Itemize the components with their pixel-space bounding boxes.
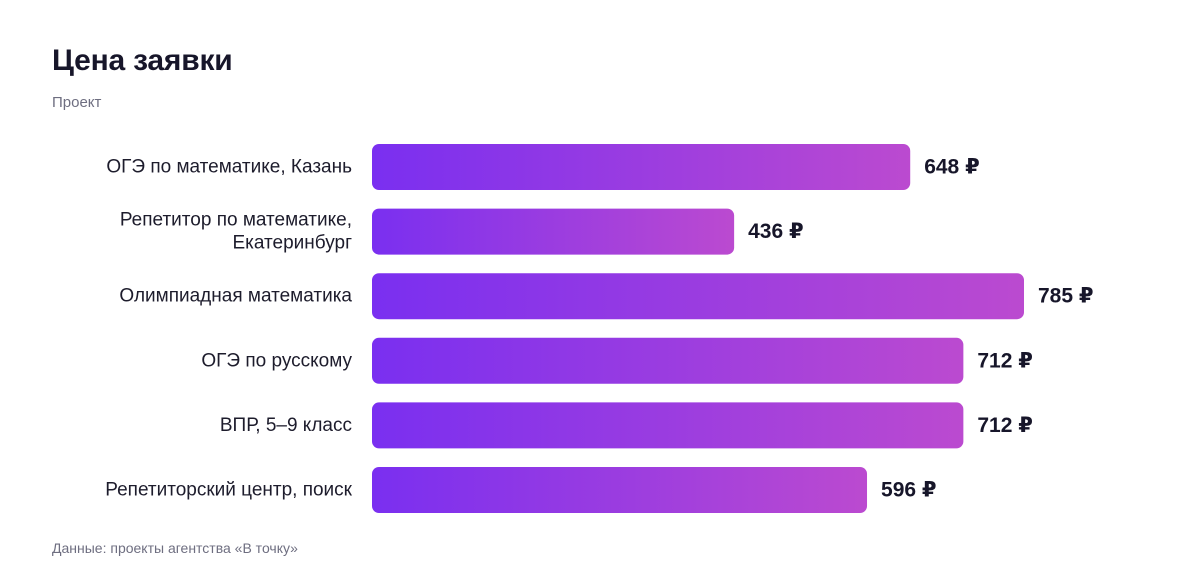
bar-4 xyxy=(372,337,964,384)
bar-1 xyxy=(372,144,911,190)
category-label-4: ОГЭ по русскому xyxy=(201,350,352,371)
category-label-1: ОГЭ по математике, Казань xyxy=(106,157,352,178)
bar-3 xyxy=(372,273,1024,320)
value-label-4: 712 ₽ xyxy=(977,349,1032,372)
category-label-5: ВПР, 5–9 класс xyxy=(220,415,352,436)
category-label-3: Олимпиадная математика xyxy=(119,286,352,307)
value-label-1: 648 ₽ xyxy=(924,156,979,179)
source-note: Данные: проекты агентства «В точку» xyxy=(52,540,298,556)
value-label-2: 436 ₽ xyxy=(748,220,803,243)
bar-6 xyxy=(372,467,868,513)
bars-layer: ОГЭ по математике, Казань 648 ₽ Репетитор … xyxy=(105,144,1093,513)
bar-5 xyxy=(372,402,964,449)
value-label-3: 785 ₽ xyxy=(1038,285,1093,308)
category-label-6: Репетиторский центр, поиск xyxy=(105,480,352,501)
value-label-5: 712 ₽ xyxy=(977,414,1032,437)
category-label-2: Репетитор по математике, Екатеринбург xyxy=(120,210,352,254)
chart-title: Цена заявки xyxy=(52,44,233,77)
value-label-6: 596 ₽ xyxy=(881,479,936,502)
bar-2 xyxy=(372,208,735,255)
category-axis-title: Проект xyxy=(52,94,102,111)
